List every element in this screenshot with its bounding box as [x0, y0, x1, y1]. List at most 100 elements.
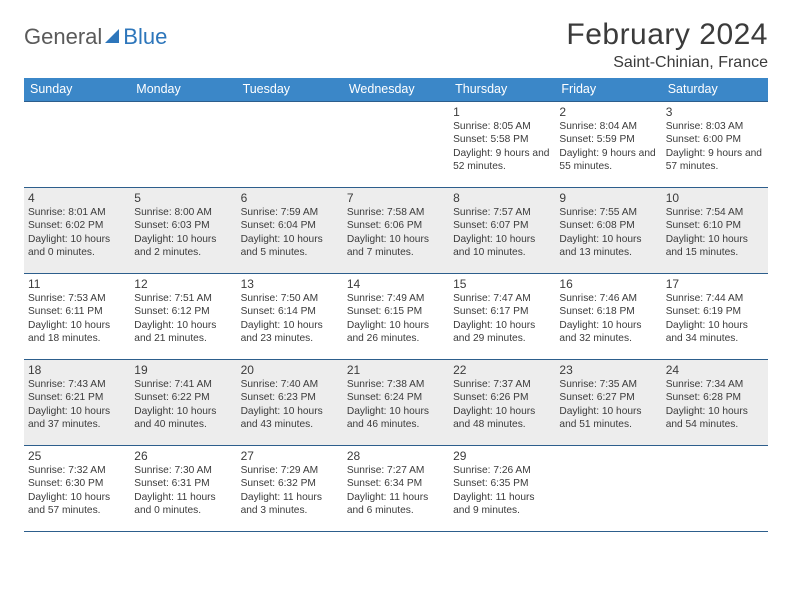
day-number: 8 — [453, 191, 551, 205]
sunset-text: Sunset: 6:19 PM — [666, 305, 764, 318]
sunrise-text: Sunrise: 7:44 AM — [666, 292, 764, 305]
sunrise-text: Sunrise: 7:41 AM — [134, 378, 232, 391]
logo-text-2: Blue — [107, 24, 167, 50]
sunrise-text: Sunrise: 8:03 AM — [666, 120, 764, 133]
calendar-row: 4Sunrise: 8:01 AMSunset: 6:02 PMDaylight… — [24, 188, 768, 274]
sunrise-text: Sunrise: 7:49 AM — [347, 292, 445, 305]
calendar-cell: 20Sunrise: 7:40 AMSunset: 6:23 PMDayligh… — [237, 360, 343, 446]
sunset-text: Sunset: 5:59 PM — [559, 133, 657, 146]
day-number: 3 — [666, 105, 764, 119]
day-number: 13 — [241, 277, 339, 291]
calendar-cell: 3Sunrise: 8:03 AMSunset: 6:00 PMDaylight… — [662, 102, 768, 188]
sunrise-text: Sunrise: 7:38 AM — [347, 378, 445, 391]
sunrise-text: Sunrise: 8:04 AM — [559, 120, 657, 133]
daylight-text: Daylight: 10 hours and 5 minutes. — [241, 233, 339, 260]
sunset-text: Sunset: 6:08 PM — [559, 219, 657, 232]
calendar-cell — [555, 446, 661, 532]
day-number: 4 — [28, 191, 126, 205]
sunset-text: Sunset: 6:27 PM — [559, 391, 657, 404]
calendar-cell: 19Sunrise: 7:41 AMSunset: 6:22 PMDayligh… — [130, 360, 236, 446]
daylight-text: Daylight: 10 hours and 0 minutes. — [28, 233, 126, 260]
day-header: Friday — [555, 78, 661, 102]
calendar-row: 1Sunrise: 8:05 AMSunset: 5:58 PMDaylight… — [24, 102, 768, 188]
sunrise-text: Sunrise: 7:35 AM — [559, 378, 657, 391]
calendar-cell: 1Sunrise: 8:05 AMSunset: 5:58 PMDaylight… — [449, 102, 555, 188]
sunset-text: Sunset: 6:18 PM — [559, 305, 657, 318]
calendar-cell: 8Sunrise: 7:57 AMSunset: 6:07 PMDaylight… — [449, 188, 555, 274]
daylight-text: Daylight: 10 hours and 21 minutes. — [134, 319, 232, 346]
sunrise-text: Sunrise: 7:57 AM — [453, 206, 551, 219]
day-info: Sunrise: 7:46 AMSunset: 6:18 PMDaylight:… — [559, 292, 657, 346]
day-header: Wednesday — [343, 78, 449, 102]
calendar-cell: 9Sunrise: 7:55 AMSunset: 6:08 PMDaylight… — [555, 188, 661, 274]
daylight-text: Daylight: 10 hours and 15 minutes. — [666, 233, 764, 260]
sunrise-text: Sunrise: 7:59 AM — [241, 206, 339, 219]
sunset-text: Sunset: 6:12 PM — [134, 305, 232, 318]
day-header: Thursday — [449, 78, 555, 102]
day-number: 29 — [453, 449, 551, 463]
calendar-cell — [662, 446, 768, 532]
sunset-text: Sunset: 6:24 PM — [347, 391, 445, 404]
sunset-text: Sunset: 6:30 PM — [28, 477, 126, 490]
sunset-text: Sunset: 5:58 PM — [453, 133, 551, 146]
calendar-cell: 25Sunrise: 7:32 AMSunset: 6:30 PMDayligh… — [24, 446, 130, 532]
sunset-text: Sunset: 6:34 PM — [347, 477, 445, 490]
location: Saint-Chinian, France — [566, 54, 768, 72]
daylight-text: Daylight: 9 hours and 55 minutes. — [559, 147, 657, 174]
calendar-row: 11Sunrise: 7:53 AMSunset: 6:11 PMDayligh… — [24, 274, 768, 360]
daylight-text: Daylight: 11 hours and 6 minutes. — [347, 491, 445, 518]
daylight-text: Daylight: 9 hours and 52 minutes. — [453, 147, 551, 174]
sunset-text: Sunset: 6:32 PM — [241, 477, 339, 490]
calendar-cell: 12Sunrise: 7:51 AMSunset: 6:12 PMDayligh… — [130, 274, 236, 360]
calendar-cell: 2Sunrise: 8:04 AMSunset: 5:59 PMDaylight… — [555, 102, 661, 188]
logo: General Blue — [24, 18, 167, 50]
day-header: Saturday — [662, 78, 768, 102]
day-info: Sunrise: 7:49 AMSunset: 6:15 PMDaylight:… — [347, 292, 445, 346]
sunset-text: Sunset: 6:15 PM — [347, 305, 445, 318]
day-info: Sunrise: 7:57 AMSunset: 6:07 PMDaylight:… — [453, 206, 551, 260]
sunrise-text: Sunrise: 7:47 AM — [453, 292, 551, 305]
day-number: 9 — [559, 191, 657, 205]
calendar-cell: 21Sunrise: 7:38 AMSunset: 6:24 PMDayligh… — [343, 360, 449, 446]
day-number: 23 — [559, 363, 657, 377]
sunset-text: Sunset: 6:06 PM — [347, 219, 445, 232]
sunset-text: Sunset: 6:31 PM — [134, 477, 232, 490]
daylight-text: Daylight: 10 hours and 51 minutes. — [559, 405, 657, 432]
sunrise-text: Sunrise: 7:55 AM — [559, 206, 657, 219]
daylight-text: Daylight: 10 hours and 13 minutes. — [559, 233, 657, 260]
calendar-cell: 29Sunrise: 7:26 AMSunset: 6:35 PMDayligh… — [449, 446, 555, 532]
calendar-cell: 22Sunrise: 7:37 AMSunset: 6:26 PMDayligh… — [449, 360, 555, 446]
day-info: Sunrise: 8:01 AMSunset: 6:02 PMDaylight:… — [28, 206, 126, 260]
daylight-text: Daylight: 10 hours and 34 minutes. — [666, 319, 764, 346]
day-info: Sunrise: 7:50 AMSunset: 6:14 PMDaylight:… — [241, 292, 339, 346]
calendar-cell: 27Sunrise: 7:29 AMSunset: 6:32 PMDayligh… — [237, 446, 343, 532]
daylight-text: Daylight: 10 hours and 37 minutes. — [28, 405, 126, 432]
calendar-cell: 16Sunrise: 7:46 AMSunset: 6:18 PMDayligh… — [555, 274, 661, 360]
day-info: Sunrise: 8:04 AMSunset: 5:59 PMDaylight:… — [559, 120, 657, 174]
daylight-text: Daylight: 10 hours and 18 minutes. — [28, 319, 126, 346]
sunrise-text: Sunrise: 7:43 AM — [28, 378, 126, 391]
day-info: Sunrise: 7:29 AMSunset: 6:32 PMDaylight:… — [241, 464, 339, 518]
sunrise-text: Sunrise: 7:58 AM — [347, 206, 445, 219]
sunset-text: Sunset: 6:22 PM — [134, 391, 232, 404]
day-info: Sunrise: 7:40 AMSunset: 6:23 PMDaylight:… — [241, 378, 339, 432]
sunset-text: Sunset: 6:03 PM — [134, 219, 232, 232]
header: General Blue February 2024 Saint-Chinian… — [24, 18, 768, 72]
sunset-text: Sunset: 6:10 PM — [666, 219, 764, 232]
day-number: 28 — [347, 449, 445, 463]
sunrise-text: Sunrise: 7:37 AM — [453, 378, 551, 391]
day-number: 22 — [453, 363, 551, 377]
day-number: 7 — [347, 191, 445, 205]
daylight-text: Daylight: 10 hours and 43 minutes. — [241, 405, 339, 432]
sunrise-text: Sunrise: 7:46 AM — [559, 292, 657, 305]
calendar-cell: 28Sunrise: 7:27 AMSunset: 6:34 PMDayligh… — [343, 446, 449, 532]
calendar-cell: 11Sunrise: 7:53 AMSunset: 6:11 PMDayligh… — [24, 274, 130, 360]
calendar-cell — [24, 102, 130, 188]
sunrise-text: Sunrise: 7:40 AM — [241, 378, 339, 391]
calendar-cell: 4Sunrise: 8:01 AMSunset: 6:02 PMDaylight… — [24, 188, 130, 274]
daylight-text: Daylight: 10 hours and 26 minutes. — [347, 319, 445, 346]
day-number: 2 — [559, 105, 657, 119]
daylight-text: Daylight: 10 hours and 32 minutes. — [559, 319, 657, 346]
sunrise-text: Sunrise: 7:53 AM — [28, 292, 126, 305]
daylight-text: Daylight: 10 hours and 10 minutes. — [453, 233, 551, 260]
